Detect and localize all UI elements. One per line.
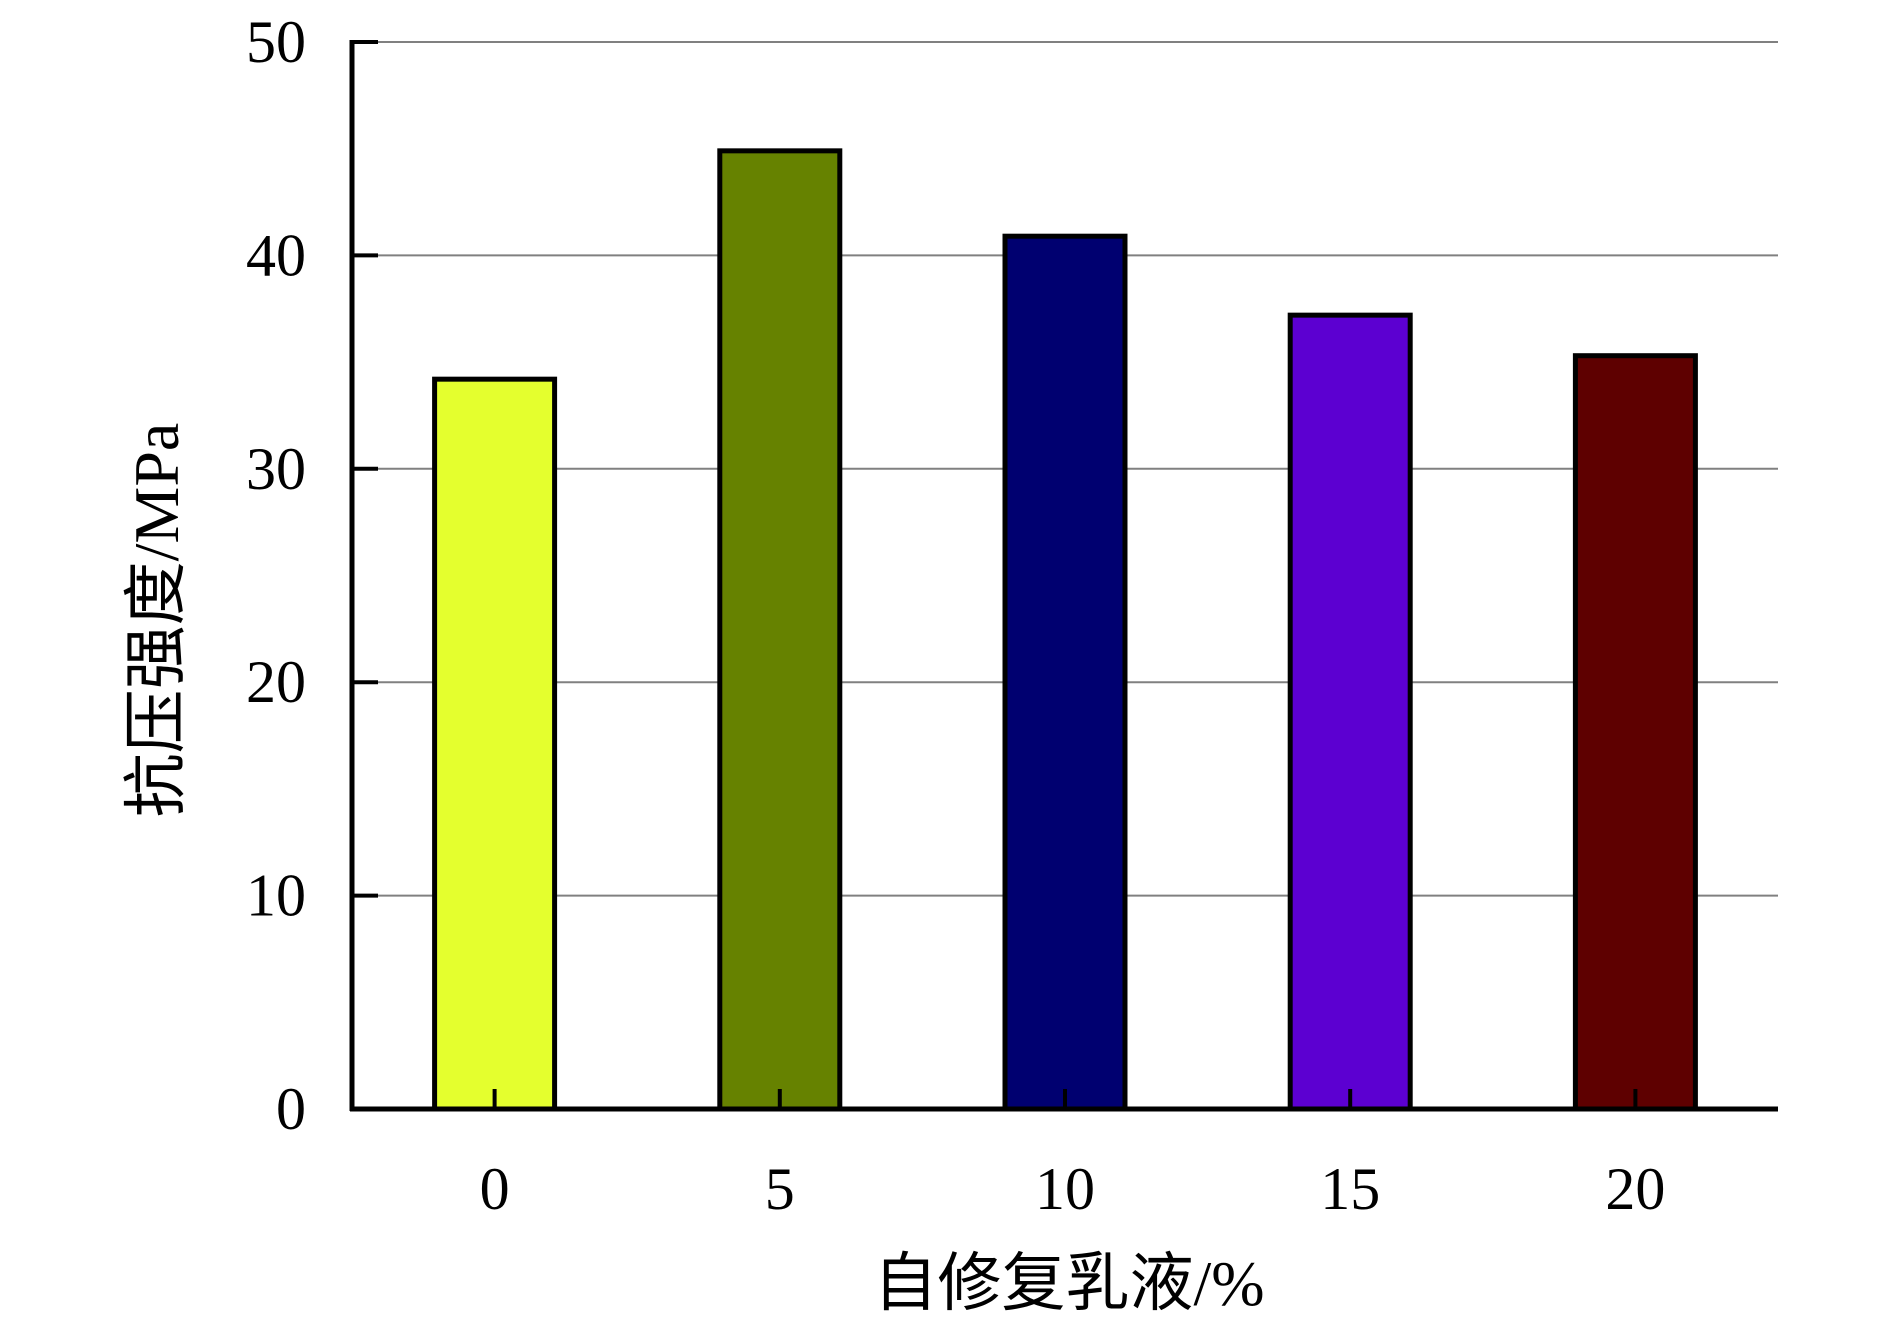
x-tick-label: 20 [1605,1156,1665,1222]
y-axis-label: 抗压强度/MPa [121,423,192,818]
y-tick-label: 20 [246,649,306,715]
x-tick-label: 15 [1320,1156,1380,1222]
y-tick-labels: 0 10 20 30 40 50 [246,9,306,1142]
y-tick-label: 0 [276,1076,306,1142]
y-tick-label: 50 [246,9,306,75]
x-tick-label: 5 [765,1156,795,1222]
y-tick-label: 40 [246,222,306,288]
y-tick-label: 10 [246,863,306,929]
axes [349,40,1778,1112]
x-tick-label: 10 [1035,1156,1095,1222]
x-tick-labels: 0 5 10 15 20 [480,1156,1666,1222]
x-tick-label: 0 [480,1156,510,1222]
bar-5 [717,148,843,1112]
bar-20 [1572,353,1698,1112]
bar-0 [432,376,558,1112]
x-axis-label: 自修复乳液/% [873,1248,1264,1319]
bar-15 [1287,312,1413,1112]
y-tick-label: 30 [246,436,306,502]
bars [432,148,1698,1112]
bar-10 [1002,233,1128,1112]
